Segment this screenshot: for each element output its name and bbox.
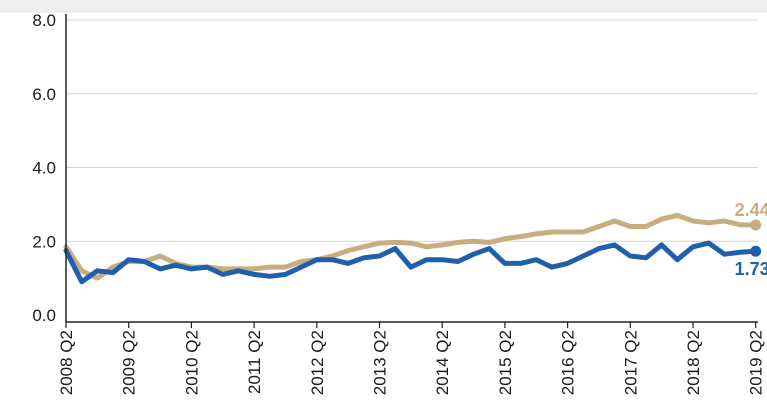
y-tick-label: 6.0 bbox=[32, 85, 56, 104]
x-tick-label: 2015 Q2 bbox=[496, 330, 515, 395]
y-tick-label: 8.0 bbox=[32, 11, 56, 30]
x-tick-label: 2009 Q2 bbox=[120, 330, 139, 395]
y-axis-tick-labels: 8.0 6.0 4.0 2.0 0.0 bbox=[32, 11, 56, 325]
y-tick-label: 2.0 bbox=[32, 232, 56, 251]
x-axis-tick-labels: 2008 Q2 2009 Q2 2010 Q2 2011 Q2 2012 Q2 2013 … bbox=[57, 322, 766, 395]
x-tick-label: 2011 Q2 bbox=[245, 330, 264, 394]
series-end-label-1: 2.44 bbox=[735, 200, 767, 220]
x-tick-label: 2019 Q2 bbox=[747, 330, 766, 395]
series-layer: 2.44 1.73 bbox=[63, 200, 767, 285]
series-line-2 bbox=[63, 240, 759, 285]
x-tick-label: 2016 Q2 bbox=[559, 330, 578, 395]
y-tick-label: 4.0 bbox=[32, 159, 56, 178]
top-band bbox=[0, 0, 767, 13]
series-end-label-2: 1.73 bbox=[735, 259, 767, 279]
x-tick-label: 2014 Q2 bbox=[433, 330, 452, 395]
x-tick-label: 2013 Q2 bbox=[371, 330, 390, 395]
x-tick-label: 2010 Q2 bbox=[182, 330, 201, 395]
series-end-marker-1 bbox=[750, 219, 762, 231]
x-tick-label: 2008 Q2 bbox=[57, 330, 76, 395]
x-tick-label: 2012 Q2 bbox=[308, 330, 327, 395]
y-tick-label: 0.0 bbox=[32, 306, 56, 325]
x-tick-label: 2017 Q2 bbox=[621, 330, 640, 395]
gridlines bbox=[66, 19, 758, 242]
series-end-marker-2 bbox=[750, 245, 762, 257]
x-tick-label: 2018 Q2 bbox=[684, 330, 703, 395]
